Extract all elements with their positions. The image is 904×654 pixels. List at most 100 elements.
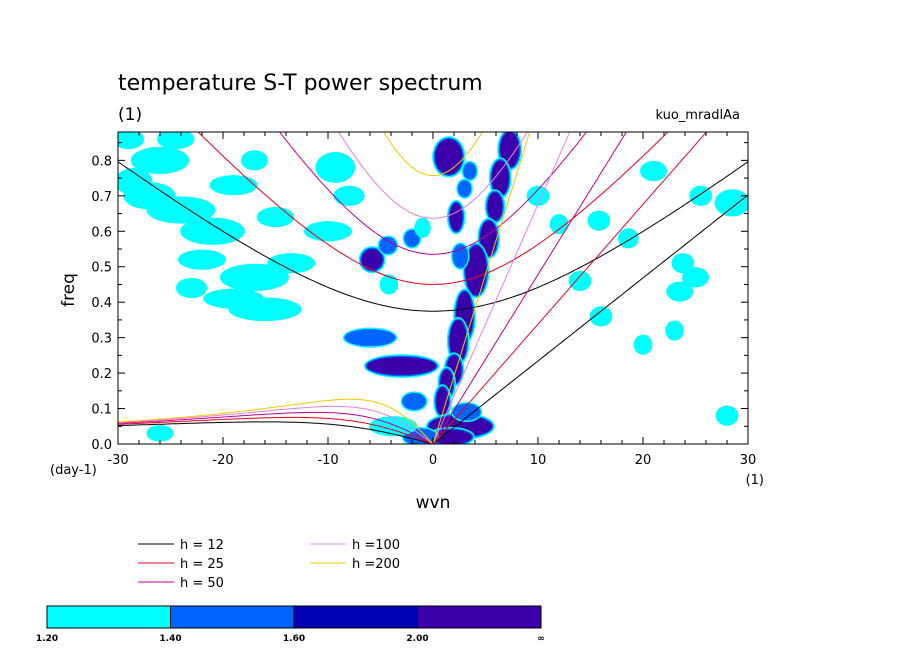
kelvin-curve-h50 <box>432 132 627 444</box>
y-tick-label: 0.3 <box>91 332 112 347</box>
x-tick-label: 10 <box>530 453 547 468</box>
contour-blob-mid-25 <box>457 180 472 198</box>
contour-blob-outer-41 <box>178 249 226 270</box>
legend-label: h =100 <box>352 538 400 553</box>
x-axis-ticks: -30 -20 -10 0 10 20 30 <box>107 132 756 468</box>
contour-blob-outer-49 <box>640 160 667 182</box>
kelvin-curve-h25 <box>432 132 708 444</box>
y-axis-unit: (day-1) <box>50 463 97 478</box>
y-tick-label: 0.1 <box>91 403 112 418</box>
x-tick-label: 30 <box>740 453 757 468</box>
contour-blob-core-19 <box>361 248 383 271</box>
contour-blob-core-17 <box>366 357 437 375</box>
contour-blob-mid-21 <box>404 229 420 247</box>
ig-curve-h200 <box>383 132 483 177</box>
colorbar-level-label: 1.40 <box>159 634 181 644</box>
contour-blob-outer-54 <box>617 228 639 249</box>
x-tick-label: -20 <box>212 453 233 468</box>
contour-blob-outer-38 <box>118 132 145 150</box>
contour-fill-layer <box>118 132 748 444</box>
kelvin-curve-h200 <box>432 132 531 444</box>
legend: h = 12 h = 25 h = 50 h =100 h =200 <box>138 538 400 591</box>
contour-blob-mid-1 <box>463 162 477 180</box>
contour-blob-outer-27 <box>315 152 356 183</box>
ig-curve-h100 <box>338 132 528 219</box>
y-tick-label: 0.6 <box>91 225 112 240</box>
contour-blob-outer-50 <box>589 306 613 327</box>
contour-blob-core-3 <box>491 160 509 196</box>
y-tick-label: 0.8 <box>91 154 112 169</box>
contour-blob-core-23 <box>449 202 463 232</box>
contour-blob-outer-37 <box>130 146 190 174</box>
legend-label: h = 12 <box>180 538 224 553</box>
contour-blob-core-11 <box>436 387 449 416</box>
contour-blob-outer-26 <box>333 185 365 206</box>
y-tick-label: 0.4 <box>91 296 112 311</box>
contour-blob-outer-22 <box>414 217 431 238</box>
colorbar-level-label: 2.00 <box>406 634 428 644</box>
contour-blob-outer-56 <box>633 334 653 355</box>
rossby-curve-h12 <box>118 421 434 444</box>
kelvin-curve-h100 <box>432 132 571 444</box>
legend-label: h = 50 <box>180 576 224 591</box>
contour-blob-core-0 <box>435 139 463 175</box>
rossby-curve-h200 <box>118 398 434 444</box>
y-tick-label: 0.5 <box>91 261 112 276</box>
y-axis-label: freq <box>59 273 79 307</box>
ig-curve-h25 <box>197 132 669 285</box>
chart-title: temperature S-T power spectrum <box>118 71 483 96</box>
contour-blob-mid-61 <box>452 403 481 421</box>
contour-blob-outer-40 <box>209 175 258 196</box>
legend-label: h =200 <box>352 557 400 572</box>
ig-curve-h50 <box>278 132 588 255</box>
dispersion-curve-layer <box>118 132 748 444</box>
colorbar: 1.20 1.40 1.60 2.00 ∞ <box>36 605 545 644</box>
contour-blob-core-5 <box>480 220 498 257</box>
contour-blob-outer-51 <box>671 253 695 274</box>
contour-blob-outer-55 <box>526 185 550 206</box>
contour-blob-outer-32 <box>203 288 264 309</box>
contour-blob-outer-42 <box>175 277 208 299</box>
colorbar-level-label: ∞ <box>537 634 545 644</box>
contour-blob-core-13 <box>429 429 472 444</box>
contour-blob-mid-24 <box>452 243 469 269</box>
contour-blob-mid-18 <box>344 329 396 347</box>
colorbar-segment <box>417 605 542 629</box>
x-axis-label: wvn <box>416 493 451 513</box>
kelvin-curve-h12 <box>432 194 748 444</box>
y-tick-label: 0.7 <box>91 190 112 205</box>
x-axis-unit: (1) <box>746 473 764 488</box>
contour-blob-core-2 <box>500 132 520 168</box>
rossby-curve-h100 <box>118 405 434 444</box>
contour-blob-mid-20 <box>379 236 397 255</box>
contour-blob-outer-44 <box>241 150 268 171</box>
contour-blob-outer-43 <box>256 207 295 228</box>
subtitle-right: kuo_mradlAa <box>655 108 740 123</box>
contour-blob-outer-62 <box>146 425 174 442</box>
x-tick-label: -10 <box>317 453 338 468</box>
contour-blob-outer-33 <box>180 217 245 245</box>
rossby-curve-h25 <box>118 416 434 444</box>
contour-blob-outer-57 <box>665 320 684 341</box>
contour-blob-outer-39 <box>157 132 195 150</box>
contour-blob-outer-58 <box>568 270 592 291</box>
contour-blob-outer-30 <box>220 263 289 292</box>
contour-blob-outer-59 <box>549 214 569 235</box>
subtitle-left: (1) <box>118 105 142 125</box>
colorbar-segment <box>46 605 171 629</box>
colorbar-level-label: 1.60 <box>283 634 305 644</box>
contour-blob-outer-46 <box>666 281 694 302</box>
ig-curve-h12 <box>118 161 748 312</box>
contour-blob-outer-60 <box>379 274 399 295</box>
x-tick-label: 20 <box>635 453 652 468</box>
contour-blob-outer-36 <box>118 168 153 196</box>
x-tick-label: -30 <box>107 453 128 468</box>
rossby-curve-h50 <box>118 411 434 444</box>
colorbar-segment <box>170 605 295 629</box>
x-tick-label: 0 <box>429 453 437 468</box>
contour-blob-outer-52 <box>587 210 611 231</box>
legend-label: h = 25 <box>180 557 224 572</box>
y-axis-ticks: 0.0 0.1 0.2 0.3 0.4 0.5 0.6 0.7 0.8 <box>91 142 748 453</box>
y-tick-label: 0.2 <box>91 367 112 382</box>
